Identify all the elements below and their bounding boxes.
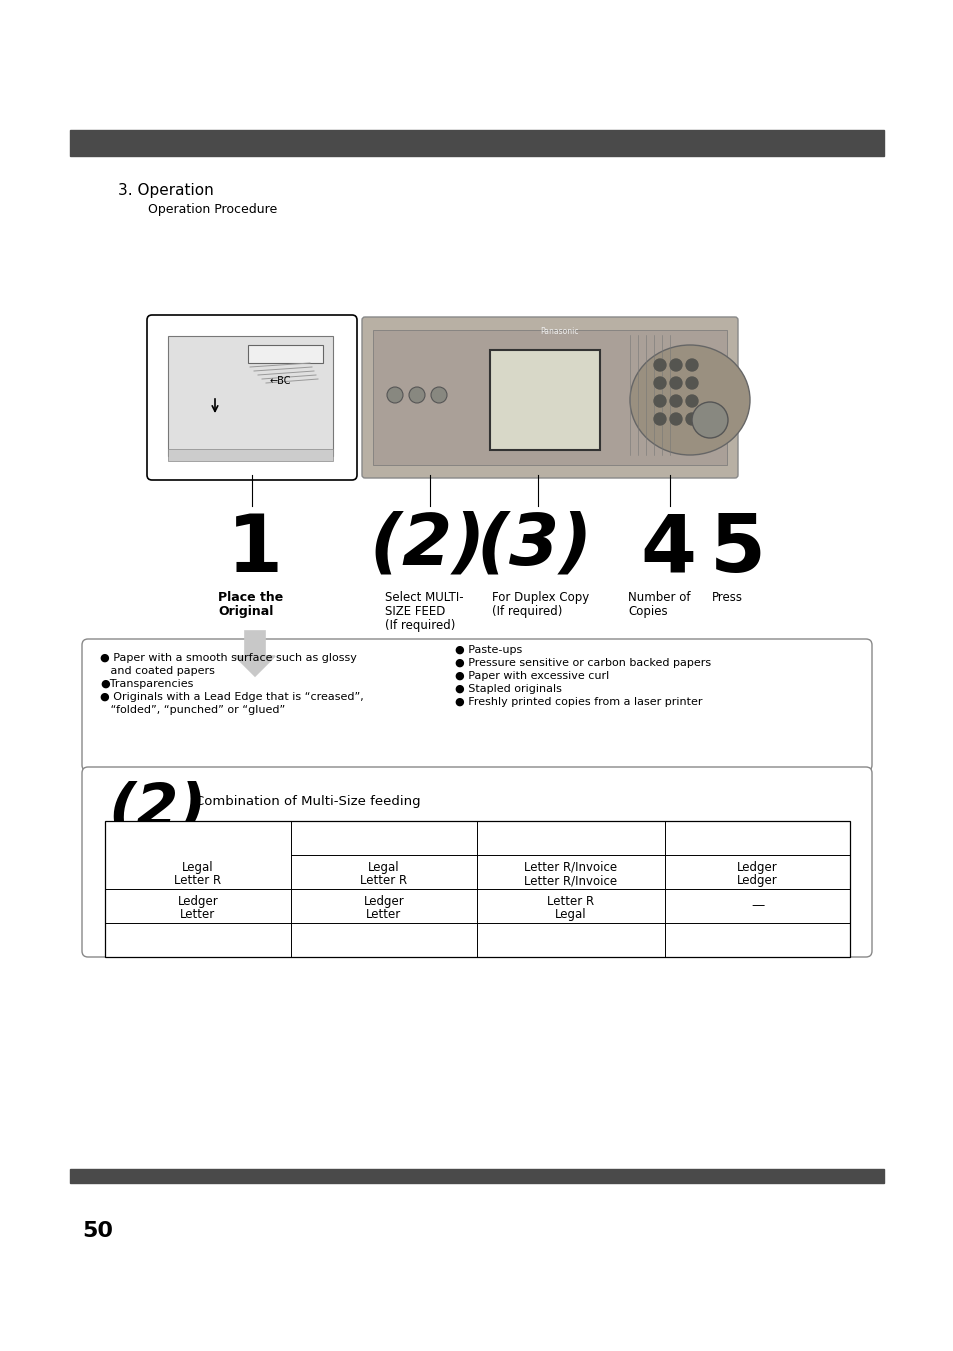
- Text: Place the: Place the: [218, 590, 283, 604]
- Text: Operation Procedure: Operation Procedure: [148, 203, 277, 216]
- Text: ●Transparencies: ●Transparencies: [100, 680, 193, 689]
- Text: ● Paste-ups: ● Paste-ups: [455, 644, 521, 655]
- Circle shape: [691, 403, 727, 438]
- Text: and coated papers: and coated papers: [100, 666, 214, 676]
- Circle shape: [685, 359, 698, 372]
- Bar: [105, 821, 849, 957]
- Text: ● Stapled originals: ● Stapled originals: [455, 684, 561, 694]
- Text: Letter R: Letter R: [547, 894, 594, 908]
- Text: Legal: Legal: [368, 861, 399, 874]
- Circle shape: [669, 377, 681, 389]
- Text: 1: 1: [227, 511, 283, 589]
- Text: Number of: Number of: [627, 590, 690, 604]
- Bar: [248, 345, 323, 363]
- Text: Select MULTI-: Select MULTI-: [385, 590, 463, 604]
- Circle shape: [654, 394, 665, 407]
- Text: Legal: Legal: [555, 908, 586, 921]
- Text: 3. Operation: 3. Operation: [118, 182, 213, 199]
- Circle shape: [669, 394, 681, 407]
- Circle shape: [409, 386, 424, 403]
- Text: Letter R: Letter R: [360, 874, 407, 888]
- Text: ● Originals with a Lead Edge that is “creased”,: ● Originals with a Lead Edge that is “cr…: [100, 692, 363, 703]
- Text: ←BC: ←BC: [269, 376, 291, 386]
- Circle shape: [685, 413, 698, 426]
- Text: Ledger: Ledger: [177, 894, 218, 908]
- Text: Press: Press: [711, 590, 742, 604]
- Circle shape: [669, 413, 681, 426]
- Text: Ledger: Ledger: [737, 874, 777, 888]
- Text: ● Pressure sensitive or carbon backed papers: ● Pressure sensitive or carbon backed pa…: [455, 658, 710, 667]
- FancyBboxPatch shape: [361, 317, 738, 478]
- Text: Letter R/Invoice: Letter R/Invoice: [524, 874, 617, 888]
- FancyBboxPatch shape: [82, 767, 871, 957]
- Text: (2): (2): [108, 781, 206, 840]
- Bar: [490, 350, 599, 450]
- Text: Original: Original: [218, 605, 274, 617]
- Text: Ledger: Ledger: [363, 894, 404, 908]
- Bar: [373, 330, 726, 465]
- Circle shape: [685, 394, 698, 407]
- Text: SIZE FEED: SIZE FEED: [385, 605, 445, 617]
- Text: Letter R/Invoice: Letter R/Invoice: [524, 861, 617, 874]
- Text: Combination of Multi-Size feeding: Combination of Multi-Size feeding: [194, 794, 420, 808]
- Bar: [168, 449, 333, 461]
- Text: ● Paper with excessive curl: ● Paper with excessive curl: [455, 671, 609, 681]
- Text: Letter: Letter: [180, 908, 215, 921]
- Text: ● Freshly printed copies from a laser printer: ● Freshly printed copies from a laser pr…: [455, 697, 701, 707]
- FancyBboxPatch shape: [82, 639, 871, 771]
- Text: Copies: Copies: [627, 605, 667, 617]
- Bar: [70, 1169, 883, 1183]
- Text: (2): (2): [370, 511, 486, 580]
- Text: —: —: [750, 900, 763, 912]
- Text: 4: 4: [639, 511, 696, 589]
- Text: (3): (3): [476, 511, 593, 580]
- FancyArrow shape: [234, 631, 274, 676]
- Text: 50: 50: [82, 1221, 112, 1242]
- FancyBboxPatch shape: [147, 315, 356, 480]
- Text: Letter: Letter: [366, 908, 401, 921]
- Circle shape: [654, 377, 665, 389]
- Text: (If required): (If required): [385, 619, 455, 632]
- Ellipse shape: [629, 345, 749, 455]
- Circle shape: [431, 386, 447, 403]
- Text: Ledger: Ledger: [737, 861, 777, 874]
- Bar: [70, 130, 883, 155]
- Circle shape: [387, 386, 402, 403]
- Text: Panasonic: Panasonic: [540, 327, 578, 336]
- Circle shape: [685, 377, 698, 389]
- Text: ● Paper with a smooth surface such as glossy: ● Paper with a smooth surface such as gl…: [100, 653, 356, 663]
- Circle shape: [654, 413, 665, 426]
- Text: Letter R: Letter R: [174, 874, 221, 888]
- Circle shape: [669, 359, 681, 372]
- Bar: [168, 336, 333, 457]
- Text: “folded”, “punched” or “glued”: “folded”, “punched” or “glued”: [100, 705, 285, 715]
- Text: 5: 5: [709, 511, 765, 589]
- Text: Legal: Legal: [182, 861, 213, 874]
- Circle shape: [654, 359, 665, 372]
- Text: For Duplex Copy: For Duplex Copy: [492, 590, 589, 604]
- Text: (If required): (If required): [492, 605, 561, 617]
